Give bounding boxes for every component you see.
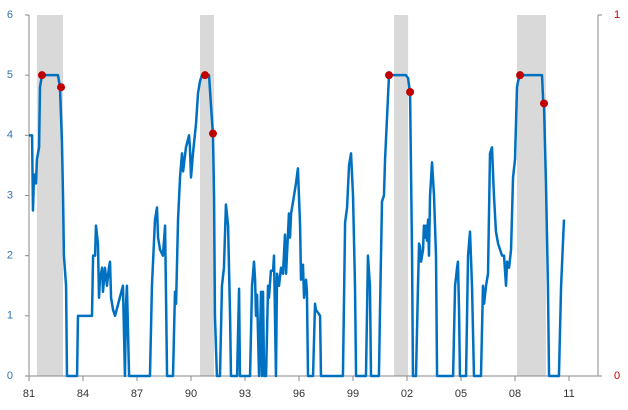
x-tick-label: 93 <box>239 388 251 400</box>
marker-dot <box>539 99 548 108</box>
x-tick-label: 05 <box>455 388 467 400</box>
x-tick-label: 84 <box>77 388 89 400</box>
data-line <box>29 73 566 378</box>
x-tick-label: 90 <box>185 388 197 400</box>
marker-dot <box>37 71 46 80</box>
marker-dot <box>516 71 525 80</box>
y2-tick-label: 1 <box>614 9 620 21</box>
marker-dot <box>406 88 415 97</box>
y-tick-label: 6 <box>7 9 13 21</box>
x-tick-label: 08 <box>509 388 521 400</box>
y-tick-label: 5 <box>7 69 13 81</box>
y2-tick-label: 0 <box>614 370 620 382</box>
x-tick-label: 02 <box>401 388 413 400</box>
recession-band <box>200 15 215 376</box>
y-tick-label: 0 <box>7 370 13 382</box>
recession-band <box>516 15 546 376</box>
x-tick-label: 81 <box>23 388 35 400</box>
recession-band <box>394 15 409 376</box>
marker-dot <box>385 71 394 80</box>
y-tick-label: 1 <box>7 310 13 322</box>
x-tick-label: 11 <box>563 388 574 400</box>
x-tick-label: 99 <box>347 388 359 400</box>
y-tick-label: 3 <box>7 189 13 201</box>
marker-dot <box>208 129 217 138</box>
x-tick-label: 87 <box>131 388 143 400</box>
marker-dot <box>57 83 66 92</box>
marker-dot <box>201 71 210 80</box>
y-tick-label: 4 <box>7 129 13 141</box>
x-tick-label: 96 <box>293 388 305 400</box>
recession-band <box>36 15 64 376</box>
y-tick-label: 2 <box>7 250 13 262</box>
